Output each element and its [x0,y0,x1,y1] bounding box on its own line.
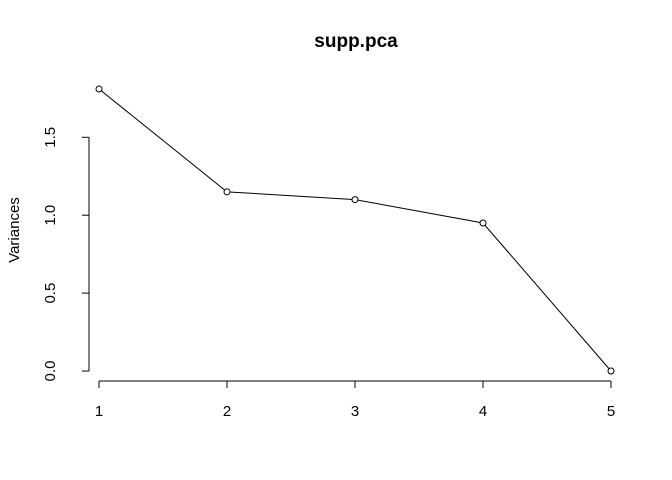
y-tick-label: 1.0 [42,205,59,226]
series-layer [95,85,615,375]
data-point [607,367,615,375]
x-tick-label: 4 [479,403,487,420]
x-tick-label: 2 [223,403,231,420]
y-axis: 0.0 0.5 1.0 1.5 [42,127,90,382]
data-point [223,188,231,196]
y-tick-label: 0.0 [42,361,59,382]
data-point [479,219,487,227]
chart-title: supp.pca [314,31,398,52]
x-tick-label: 1 [95,403,103,420]
y-axis-title: Variances [6,197,23,263]
x-axis: 1 2 3 4 5 [95,380,615,420]
series-line [98,88,612,372]
data-point [351,196,359,204]
y-tick-label: 0.5 [42,283,59,304]
data-point [95,85,103,93]
y-tick-label: 1.5 [42,127,59,148]
x-tick-label: 3 [351,403,359,420]
x-tick-label: 5 [607,403,615,420]
